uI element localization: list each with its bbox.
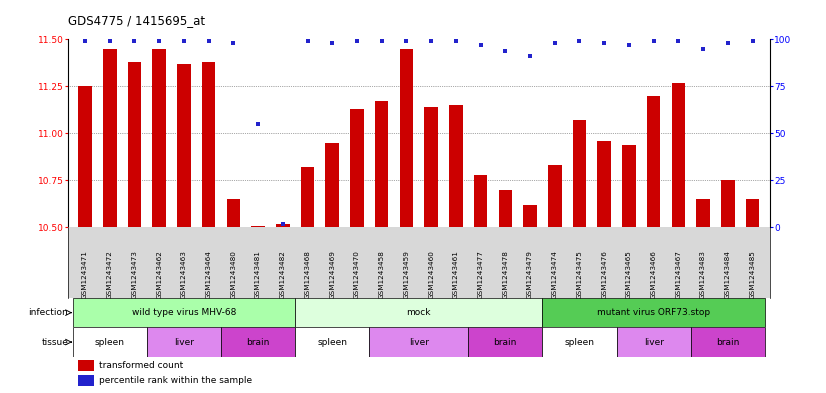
Bar — [295, 327, 369, 357]
Text: spleen: spleen — [564, 338, 595, 347]
Point — [721, 40, 734, 46]
Text: liver: liver — [643, 338, 663, 347]
Text: brain: brain — [246, 338, 270, 347]
Point — [153, 38, 166, 44]
Point — [524, 53, 537, 59]
Point — [548, 40, 562, 46]
Point — [672, 38, 685, 44]
Text: percentile rank within the sample: percentile rank within the sample — [99, 376, 253, 385]
Bar — [153, 49, 166, 228]
Bar — [221, 327, 295, 357]
Bar — [251, 226, 265, 228]
Text: mock: mock — [406, 308, 431, 317]
Bar — [543, 298, 765, 327]
Bar — [78, 375, 93, 386]
Bar — [78, 86, 92, 228]
Bar — [295, 298, 543, 327]
Bar — [572, 120, 586, 228]
Point — [202, 38, 216, 44]
Text: GDS4775 / 1415695_at: GDS4775 / 1415695_at — [68, 15, 205, 28]
Bar — [147, 327, 221, 357]
Bar — [73, 327, 147, 357]
Bar — [597, 141, 611, 228]
Text: wild type virus MHV-68: wild type virus MHV-68 — [131, 308, 236, 317]
Text: brain: brain — [716, 338, 739, 347]
Text: infection: infection — [28, 308, 69, 317]
Bar — [103, 49, 116, 228]
Bar — [400, 49, 413, 228]
Point — [350, 38, 363, 44]
Bar — [746, 199, 759, 228]
Point — [400, 38, 413, 44]
Point — [103, 38, 116, 44]
Point — [597, 40, 610, 46]
Bar — [177, 64, 191, 228]
Bar — [474, 175, 487, 228]
Bar — [721, 180, 734, 228]
Point — [449, 38, 463, 44]
Bar — [375, 101, 388, 228]
Bar — [350, 109, 363, 228]
Bar — [128, 62, 141, 228]
Text: spleen: spleen — [95, 338, 125, 347]
Bar — [672, 83, 685, 228]
Point — [251, 121, 264, 127]
Bar — [325, 143, 339, 228]
Point — [746, 38, 759, 44]
Text: liver: liver — [174, 338, 194, 347]
Point — [499, 48, 512, 54]
Point — [276, 220, 289, 227]
Point — [622, 42, 635, 48]
Bar — [73, 298, 295, 327]
Bar — [647, 96, 661, 228]
Bar — [691, 327, 765, 357]
Bar — [548, 165, 562, 228]
Bar — [78, 360, 93, 371]
Bar — [226, 199, 240, 228]
Bar — [622, 145, 636, 228]
Point — [474, 42, 487, 48]
Point — [375, 38, 388, 44]
Text: transformed count: transformed count — [99, 361, 183, 370]
Point — [301, 38, 314, 44]
Bar — [425, 107, 438, 228]
Text: brain: brain — [494, 338, 517, 347]
Bar — [449, 105, 463, 228]
Point — [573, 38, 586, 44]
Point — [128, 38, 141, 44]
Point — [696, 46, 710, 52]
Bar — [523, 205, 537, 228]
Point — [647, 38, 660, 44]
Bar — [696, 199, 710, 228]
Bar — [543, 327, 616, 357]
Point — [425, 38, 438, 44]
Bar — [468, 327, 543, 357]
Point — [178, 38, 191, 44]
Text: tissue: tissue — [41, 338, 69, 347]
Point — [325, 40, 339, 46]
Text: spleen: spleen — [317, 338, 347, 347]
Text: liver: liver — [409, 338, 429, 347]
Bar — [369, 327, 468, 357]
Point — [78, 38, 92, 44]
Bar — [301, 167, 315, 228]
Text: mutant virus ORF73.stop: mutant virus ORF73.stop — [597, 308, 710, 317]
Bar — [276, 224, 290, 228]
Bar — [202, 62, 216, 228]
Bar — [616, 327, 691, 357]
Bar — [499, 190, 512, 228]
Point — [227, 40, 240, 46]
